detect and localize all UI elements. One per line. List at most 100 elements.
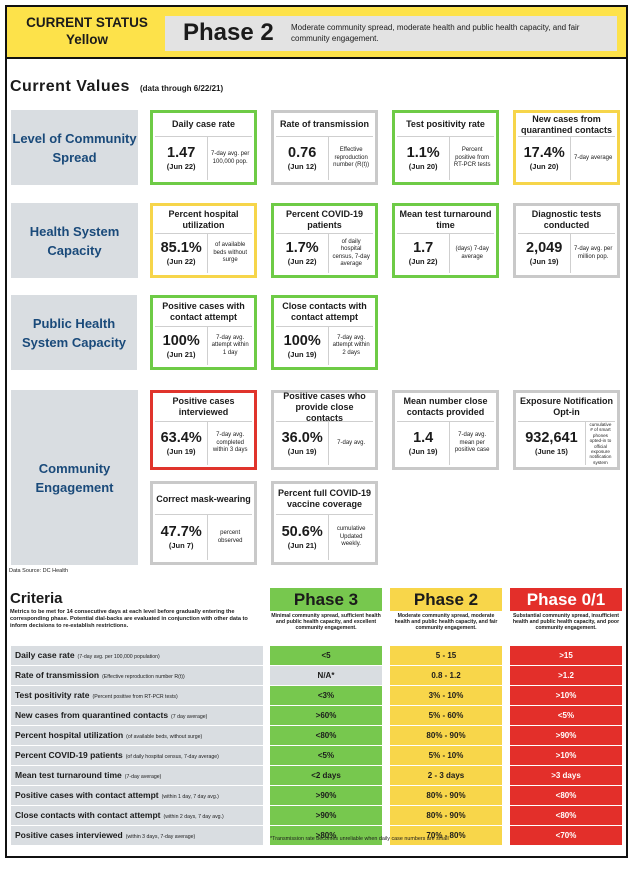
criteria-metric: Daily case rate <box>15 650 75 660</box>
phase-3-header: Phase 3 <box>270 588 382 611</box>
metric-body: 1.1% (Jun 20) Percent positive from RT-PCR… <box>397 136 494 180</box>
metric-value: 1.7 <box>413 240 434 256</box>
metric-body: 1.7 (Jun 22) (days) 7-day average <box>397 233 494 273</box>
metric-date: (Jun 12) <box>287 162 317 171</box>
metric-title: Percent COVID-19 patients <box>285 208 364 230</box>
metric-body: 0.76 (Jun 12) Effective reproduction numbe… <box>276 136 373 180</box>
metric-note: of available beds without surge <box>213 242 248 264</box>
metric-date: (Jun 22) <box>166 257 196 266</box>
category-health-system: Health System Capacity <box>11 203 138 278</box>
metric-body: 100% (Jun 19) 7-day avg. attempt within 2 … <box>276 326 373 365</box>
metric-value: 100% <box>162 332 200 349</box>
metric-value: 63.4% <box>160 430 202 446</box>
metric-card: Correct mask-wearing 47.7% (Jun 7) percent … <box>150 481 257 565</box>
phase-3-threshold: <5% <box>270 746 382 765</box>
criteria-row: Test positivity rate (Percent positive fr… <box>11 686 622 705</box>
phase-2-threshold: 70% - 80% <box>390 826 502 845</box>
metric-value: 1.7% <box>285 240 319 256</box>
metric-date: (Jun 19) <box>166 447 196 456</box>
metric-value-block: 85.1% (Jun 22) <box>155 234 209 273</box>
criteria-metric: Positive cases interviewed <box>15 830 123 840</box>
metric-value: 1.1% <box>406 145 440 161</box>
metric-card: Percent COVID-19 patients 1.7% (Jun 22) of … <box>271 203 378 278</box>
criteria-label: Percent hospital utilization (of availabl… <box>11 726 263 745</box>
phase-2-threshold: 2 - 3 days <box>390 766 502 785</box>
metric-date: (Jun 21) <box>287 541 317 550</box>
status-header: CURRENT STATUS Yellow Phase 2 Moderate c… <box>7 7 626 59</box>
metric-note: 7-day average <box>573 154 613 161</box>
metric-body: 1.7% (Jun 22) of daily hospital census, 7-… <box>276 233 373 273</box>
criteria-label: Positive cases interviewed (within 3 days… <box>11 826 263 845</box>
metric-value-block: 1.4 (Jun 19) <box>397 422 451 465</box>
phase-0-1-threshold: <80% <box>510 786 622 805</box>
metric-body: 36.0% (Jun 19) 7-day avg. <box>276 421 373 465</box>
metric-card: Close contacts with contact attempt 100%(… <box>271 295 378 370</box>
phase-3-threshold: <3% <box>270 686 382 705</box>
category-community-spread: Level of Community Spread <box>11 110 138 185</box>
criteria-metric-detail: (7-day avg. per 100,000 population) <box>77 654 160 660</box>
metric-title: Test positivity rate <box>406 119 485 129</box>
metric-value: 1.4 <box>413 430 434 446</box>
metric-title: Rate of transmission <box>279 119 370 129</box>
criteria-row: Mean test turnaround time (7-day average)… <box>11 766 622 785</box>
metric-title: New cases from quarantined contacts <box>520 113 612 135</box>
metric-value: 932,641 <box>525 430 578 447</box>
phase-0-1-threshold: >10% <box>510 746 622 765</box>
criteria-metric-detail: (of available beds, without surge) <box>126 734 203 740</box>
metric-body: 1.47 (Jun 22) 7-day avg. per 100,000 pop. <box>155 136 252 180</box>
metric-date: (Jun 19) <box>408 447 438 456</box>
metric-card: Exposure Notification Opt-in 932,641 (June… <box>513 390 620 470</box>
metric-note: 7-day avg. <box>337 439 366 446</box>
metric-date: (Jun 22) <box>166 162 196 171</box>
criteria-row: New cases from quarantined contacts (7 da… <box>11 706 622 725</box>
metric-date: (Jun 19) <box>287 447 317 456</box>
criteria-label: Positive cases with contact attempt (with… <box>11 786 263 805</box>
metric-value: 100% <box>283 332 321 349</box>
metric-note: 7-day avg. attempt within 2 days <box>332 334 370 356</box>
criteria-label: Daily case rate (7-day avg. per 100,000 p… <box>11 646 263 665</box>
metric-value: 0.76 <box>288 145 317 161</box>
metric-value: 85.1% <box>160 240 202 256</box>
metric-date: (Jun 19) <box>287 349 317 359</box>
phase-3-description: Minimal community spread, sufficient hea… <box>271 613 381 632</box>
metric-note: 7-day avg. per 100,000 pop. <box>210 151 250 165</box>
category-community-engagement: Community Engagement <box>11 390 138 565</box>
metric-value-block: 1.1% (Jun 20) <box>397 137 451 180</box>
metric-body: 100% (Jun 21) 7-day avg. attempt within 1 … <box>155 326 252 365</box>
criteria-metric: New cases from quarantined contacts <box>15 710 169 720</box>
phase-0-1-threshold: >1.2 <box>510 666 622 685</box>
phase-2-threshold: 3% - 10% <box>390 686 502 705</box>
phase-0-1-description: Substantial community spread, insufficie… <box>512 613 620 632</box>
metric-title: Diagnostic tests conducted <box>531 208 602 230</box>
metric-note: Percent positive from RT-PCR tests <box>453 147 491 169</box>
phase-0-1-threshold: <5% <box>510 706 622 725</box>
criteria-label: Rate of transmission (Effective reproduct… <box>11 666 263 685</box>
criteria-metric: Percent hospital utilization <box>15 730 124 740</box>
metric-value-block: 100% (Jun 21) <box>155 327 209 365</box>
metric-date: (June 15) <box>534 447 568 457</box>
metric-title: Close contacts with contact attempt <box>282 301 367 322</box>
criteria-row: Percent COVID-19 patients (of daily hospi… <box>11 746 622 765</box>
criteria-label: New cases from quarantined contacts (7 da… <box>11 706 263 725</box>
metric-value-block: 17.4% (Jun 20) <box>518 137 572 180</box>
metric-note: 7-day avg. mean per positive case <box>454 432 490 454</box>
metric-title: Percent full COVID-19 vaccine coverage <box>277 488 372 509</box>
criteria-label: Test positivity rate (Percent positive fr… <box>11 686 263 705</box>
criteria-row: Percent hospital utilization (of availabl… <box>11 726 622 745</box>
criteria-row: Rate of transmission (Effective reproduct… <box>11 666 622 685</box>
phase-0-1-threshold: >90% <box>510 726 622 745</box>
metric-title: Mean number close contacts provided <box>403 396 488 417</box>
metric-value-block: 2,049 (Jun 19) <box>518 234 572 273</box>
phase-0-1-threshold: <80% <box>510 806 622 825</box>
metric-value: 50.6% <box>281 524 323 540</box>
metric-card: Positive cases with contact attempt 100%(… <box>150 295 257 370</box>
criteria-row: Close contacts with contact attempt (with… <box>11 806 622 825</box>
phase-0-1-header: Phase 0/1 <box>510 588 622 611</box>
metric-title: Positive cases who provide close contact… <box>283 390 366 423</box>
metric-card: Positive cases who provide close contact… <box>271 390 378 470</box>
metric-date: (Jun 20) <box>408 162 438 171</box>
metric-value: 47.7% <box>160 524 202 540</box>
criteria-metric-detail: (within 2 days, 7 day avg.) <box>163 814 224 820</box>
phase-3-threshold: <80% <box>270 726 382 745</box>
metric-body: 85.1% (Jun 22) of available beds without s… <box>155 233 252 273</box>
